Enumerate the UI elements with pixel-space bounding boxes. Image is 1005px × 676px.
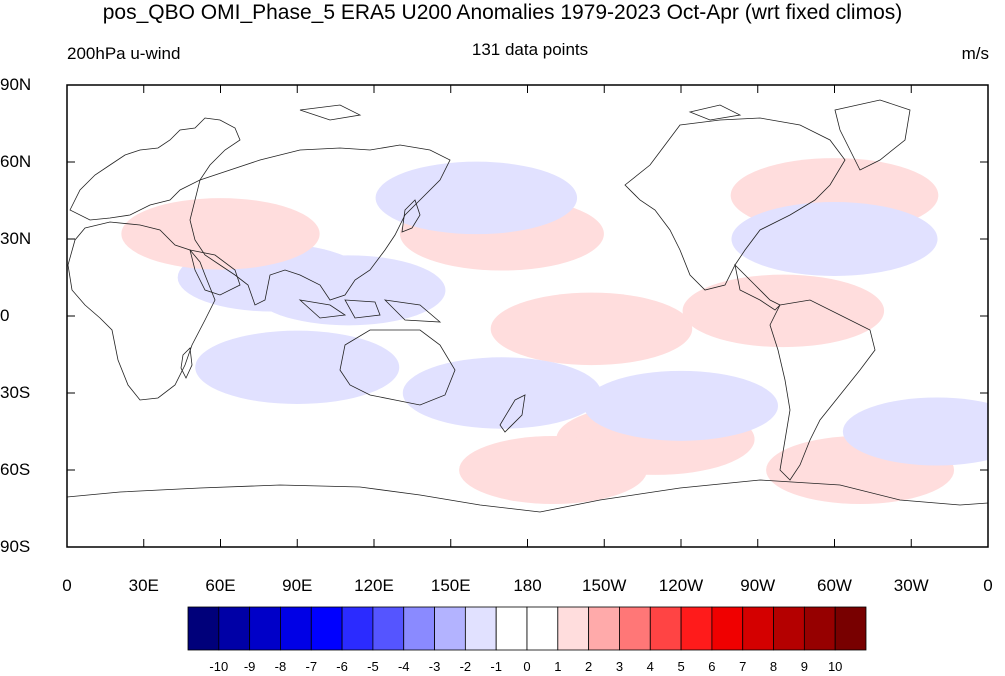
- anomaly-contour: [402, 357, 602, 429]
- coastlines: [67, 99, 988, 513]
- colorbar-label: 7: [739, 659, 747, 674]
- anomaly-center: [731, 202, 938, 276]
- colorbar-swatch: [310, 606, 343, 651]
- lon-label: 120W: [658, 576, 704, 595]
- colorbar-swatch: [464, 606, 497, 651]
- anomaly-field: [121, 158, 988, 504]
- anomaly-contour: [490, 292, 693, 366]
- colorbar-label: -2: [459, 659, 472, 674]
- colorbar-swatch: [649, 606, 682, 651]
- colorbar-label: -6: [336, 659, 348, 674]
- lon-label: 150W: [582, 576, 627, 595]
- anomaly-contour: [375, 161, 578, 235]
- colorbar-swatch: [803, 606, 836, 651]
- colorbar-swatch: [834, 606, 867, 651]
- lon-label: 60E: [205, 576, 236, 595]
- lon-label: 150E: [430, 576, 471, 595]
- lat-label: 30N: [0, 229, 32, 248]
- lon-label: 60W: [817, 576, 852, 595]
- lon-label: 180: [513, 576, 542, 595]
- lon-label: 0: [62, 576, 72, 595]
- colorbar-swatch: [249, 606, 281, 651]
- lat-label: 0: [0, 306, 10, 325]
- colorbar-label: -1: [490, 659, 502, 674]
- anomaly-contour: [682, 274, 885, 348]
- anomaly-center: [195, 330, 400, 405]
- colorbar-swatch: [495, 606, 528, 651]
- lat-label: 90N: [0, 75, 32, 94]
- colorbar-label: 6: [708, 659, 716, 674]
- colorbar-label: -4: [397, 659, 410, 674]
- colorbar-swatch: [341, 606, 374, 651]
- colorbar-swatch: [526, 606, 559, 651]
- colorbar-swatch: [711, 606, 744, 651]
- anomaly-contour: [121, 198, 320, 270]
- lon-label: 90W: [740, 576, 776, 595]
- colorbar-swatch: [403, 606, 435, 651]
- lat-label: 90S: [0, 537, 31, 556]
- colorbar-label: 4: [646, 659, 654, 674]
- lon-label: 90E: [282, 576, 313, 595]
- colorbar-label: -8: [274, 659, 287, 674]
- variable-label: 200hPa u-wind: [67, 44, 181, 63]
- anomaly-center: [375, 161, 578, 235]
- colorbar-swatch: [187, 606, 220, 651]
- colorbar-swatch: [434, 606, 466, 651]
- anomaly-center: [842, 397, 988, 466]
- anomaly-center: [584, 370, 778, 441]
- anomaly-contour: [731, 202, 938, 276]
- lat-label: 30S: [0, 383, 31, 402]
- colorbar-label: 2: [585, 659, 593, 674]
- anomaly-center: [490, 292, 693, 366]
- anomaly-center: [402, 357, 602, 429]
- colorbar-label: 1: [554, 659, 562, 674]
- colorbar-label: -3: [428, 659, 441, 674]
- lon-label: 0: [983, 576, 993, 595]
- anomaly-center: [459, 436, 648, 504]
- lat-label: 60N: [0, 152, 32, 171]
- anomaly-center: [682, 274, 885, 348]
- figure-title: pos_QBO OMI_Phase_5 ERA5 U200 Anomalies …: [102, 1, 903, 24]
- colorbar-label: -5: [367, 659, 379, 674]
- lon-label: 30W: [893, 576, 929, 595]
- colorbar-swatch: [619, 606, 651, 651]
- lat-label: 60S: [0, 460, 31, 479]
- lon-label: 120E: [354, 576, 394, 595]
- anomaly-contour: [195, 330, 400, 405]
- data-points-label: 131 data points: [471, 40, 589, 59]
- anomaly-contour: [584, 370, 778, 441]
- colorbar-label: 3: [615, 659, 624, 674]
- colorbar-swatch: [588, 606, 620, 651]
- colorbar-label: 5: [677, 659, 685, 674]
- colorbar-swatch: [773, 606, 805, 651]
- colorbar-swatch: [557, 606, 590, 651]
- anomaly-contour: [459, 436, 648, 504]
- colorbar-swatch: [742, 606, 774, 651]
- units-label: m/s: [961, 44, 989, 63]
- anomaly-contour: [842, 397, 988, 466]
- colorbar-label: 10: [827, 659, 843, 674]
- colorbar-label: -7: [305, 659, 318, 674]
- colorbar-label: 9: [800, 659, 808, 674]
- axis-ticks: [66, 84, 989, 548]
- colorbar-label: -9: [243, 659, 256, 674]
- colorbar: [187, 606, 867, 651]
- colorbar-label: 8: [769, 659, 778, 674]
- colorbar-swatch: [218, 606, 251, 651]
- colorbar-swatch: [372, 606, 405, 651]
- lon-label: 30E: [128, 576, 159, 595]
- colorbar-swatch: [280, 606, 312, 651]
- colorbar-label: 0: [523, 659, 531, 674]
- colorbar-label: -10: [209, 659, 229, 674]
- colorbar-swatch: [680, 606, 713, 651]
